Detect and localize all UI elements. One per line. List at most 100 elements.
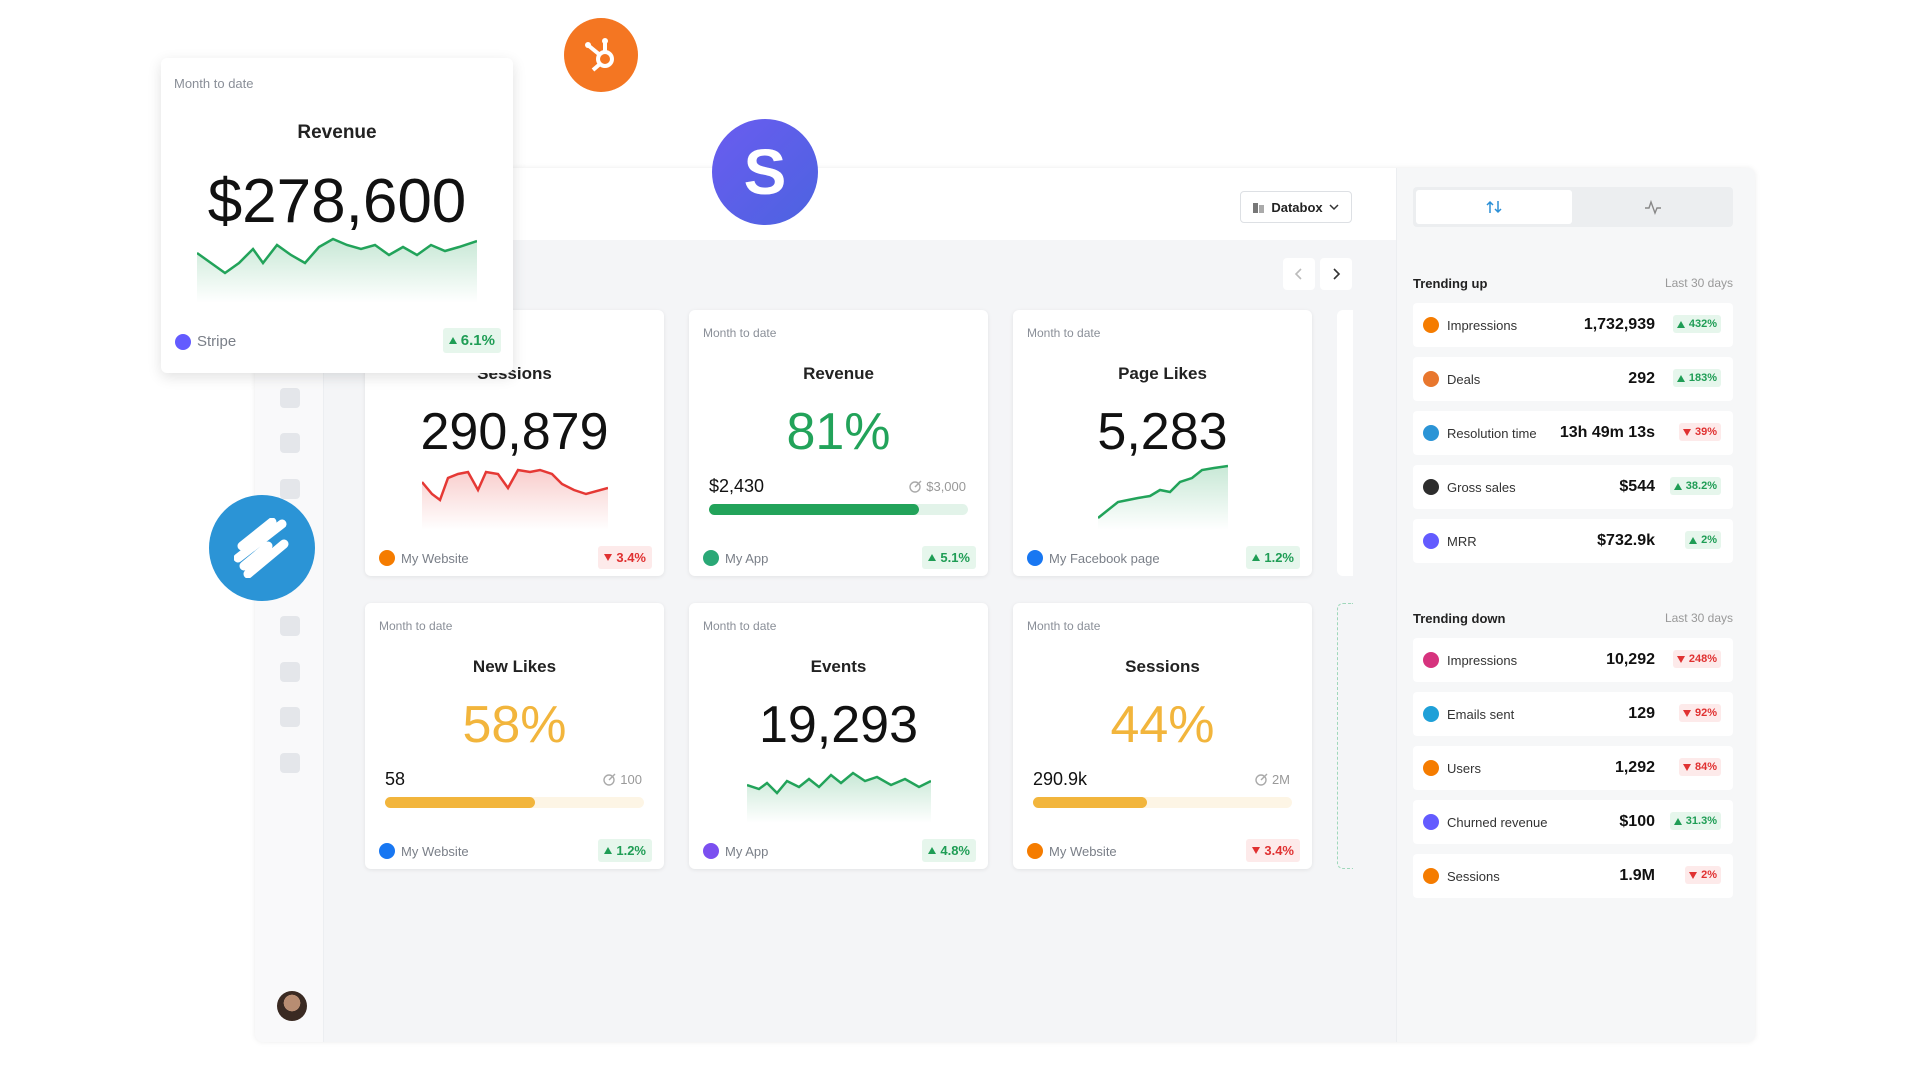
trend-arrow — [1689, 871, 1698, 879]
progress-current: 290.9k — [1033, 769, 1088, 789]
nav-item[interactable] — [280, 662, 300, 682]
metric-name: Churned revenue — [1447, 815, 1548, 830]
progress-track — [1033, 797, 1292, 808]
workspace-icon — [1253, 203, 1265, 213]
change-value: 1.2% — [616, 843, 646, 858]
metric-card: Month to date Page Likes 5,283 My Facebook … — [1013, 310, 1312, 576]
nav-item[interactable] — [280, 707, 300, 727]
next-button[interactable] — [1320, 258, 1352, 290]
metric-value: 129 — [1628, 705, 1655, 722]
source-name: My Facebook page — [1049, 550, 1160, 566]
change-badge: 39% — [1678, 423, 1721, 441]
target-icon — [1255, 773, 1268, 786]
metric-name: MRR — [1447, 534, 1477, 549]
prev-button[interactable] — [1283, 258, 1315, 290]
trend-arrow — [1682, 428, 1691, 436]
source-icon — [175, 333, 191, 350]
section-period: Last 30 days — [1664, 276, 1733, 290]
change-badge: 6.1% — [442, 328, 501, 353]
card-title: New Likes — [472, 657, 557, 676]
trend-row: Resolution time 13h 49m 13s 39% — [1413, 411, 1733, 455]
source-icon — [379, 843, 395, 859]
trend-arrow — [1676, 655, 1685, 663]
trend-row: Impressions 10,292 248% — [1413, 638, 1733, 682]
metric-icon — [1423, 868, 1439, 884]
nav-item[interactable] — [280, 753, 300, 773]
progress-bar — [709, 504, 919, 515]
trend-arrow — [1673, 482, 1682, 490]
section-title: Trending down — [1413, 611, 1506, 626]
metric-name: Deals — [1447, 372, 1481, 387]
placeholder-card — [1337, 603, 1353, 869]
change-badge: 432% — [1672, 315, 1721, 333]
section-title: Trending up — [1413, 276, 1488, 291]
workspace-name: Databox — [1271, 199, 1323, 215]
change-badge: 92% — [1678, 704, 1721, 722]
metric-icon — [1423, 814, 1439, 830]
change-value: 31.3% — [1685, 815, 1717, 827]
trend-arrow — [448, 337, 457, 344]
change-value: 3.4% — [616, 550, 646, 565]
card-value: $278,600 — [207, 167, 467, 236]
card-period: Month to date — [1027, 326, 1101, 340]
card-period: Month to date — [703, 326, 777, 340]
nav-item[interactable] — [280, 388, 300, 408]
trend-row: Gross sales $544 38.2% — [1413, 465, 1733, 509]
target-value: $3,000 — [926, 479, 966, 494]
metric-card: Month to date New Likes 58% 58 100 My Website… — [365, 603, 664, 869]
metric-value: 10,292 — [1606, 651, 1655, 668]
section-period: Last 30 days — [1664, 611, 1733, 625]
card-value: 58% — [462, 696, 567, 754]
progress-track — [709, 504, 968, 515]
change-badge: 3.4% — [1246, 839, 1300, 862]
card-source: My Website — [379, 843, 469, 859]
helpscout-logo — [209, 495, 315, 601]
change-badge: 1.2% — [1246, 546, 1300, 569]
change-badge: 4.8% — [922, 839, 976, 862]
card-source: My App — [703, 550, 768, 566]
trend-arrow — [1689, 536, 1698, 544]
tab-activity[interactable] — [1575, 190, 1731, 224]
change-value: 432% — [1688, 318, 1717, 330]
card-title: Events — [810, 657, 867, 676]
trend-row: Users 1,292 84% — [1413, 746, 1733, 790]
progress-target: 100 — [603, 772, 642, 787]
workspace-button[interactable]: Databox — [1240, 191, 1352, 223]
card-period: Month to date — [1027, 619, 1101, 633]
source-icon — [1027, 550, 1043, 566]
change-badge: 2% — [1685, 531, 1721, 549]
metric-card: Month to date Revenue 81% $2,430 $3,000 My Ap… — [689, 310, 988, 576]
trend-row: Sessions 1.9M 2% — [1413, 854, 1733, 898]
trend-arrow — [1682, 709, 1691, 717]
progress-current: $2,430 — [709, 476, 765, 496]
metric-value: $732.9k — [1597, 532, 1655, 549]
change-value: 39% — [1694, 426, 1717, 438]
progress-track — [385, 797, 644, 808]
change-value: 4.8% — [940, 843, 970, 858]
trend-row: Emails sent 129 92% — [1413, 692, 1733, 736]
nav-item[interactable] — [280, 433, 300, 453]
change-value: 1.2% — [1264, 550, 1294, 565]
target-icon — [909, 480, 922, 493]
metric-icon — [1423, 479, 1439, 495]
floating-revenue-card: Month to date Revenue $278,600 Stripe 6.1% — [161, 58, 513, 373]
change-value: 3.4% — [1264, 843, 1294, 858]
partial-card — [1337, 310, 1353, 576]
card-title: Revenue — [297, 122, 377, 143]
source-name: My App — [725, 550, 769, 566]
sparkline — [746, 771, 931, 823]
tab-trending[interactable] — [1416, 190, 1572, 224]
metric-name: Users — [1447, 761, 1481, 776]
avatar[interactable] — [277, 991, 307, 1021]
card-source: My Website — [1027, 843, 1117, 859]
nav-item[interactable] — [280, 616, 300, 636]
change-badge: 84% — [1678, 758, 1721, 776]
progress-bar — [1033, 797, 1147, 808]
card-period: Month to date — [174, 76, 254, 91]
nav-item[interactable] — [280, 479, 300, 499]
metric-icon — [1423, 533, 1439, 549]
source-name: My Website — [401, 843, 469, 859]
change-badge: 3.4% — [598, 546, 652, 569]
metric-card: Month to date Events 19,293 My App 4.8% — [689, 603, 988, 869]
